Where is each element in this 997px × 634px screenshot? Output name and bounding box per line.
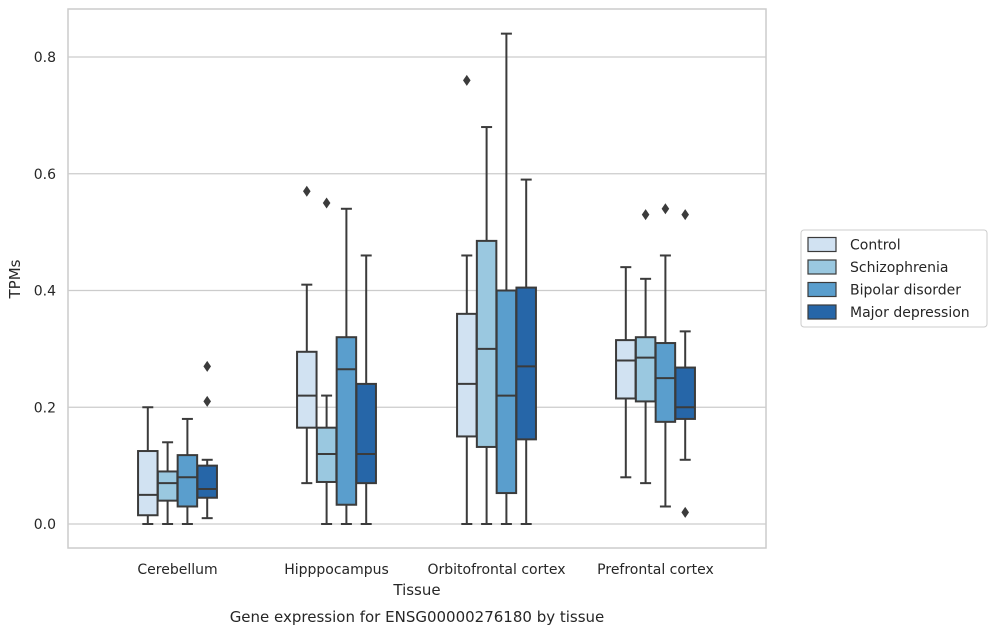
box-iqr	[156, 470, 179, 502]
box-iqr	[495, 289, 518, 495]
legend-label: Bipolar disorder	[850, 283, 961, 299]
chart-caption: Gene expression for ENSG00000276180 by t…	[230, 608, 605, 626]
boxes-layer	[137, 32, 696, 525]
x-tick-label: Cerebellum	[137, 562, 217, 578]
box-iqr	[475, 239, 498, 448]
box-control	[296, 185, 318, 485]
outlier-point	[681, 506, 689, 518]
x-tick-label: Prefrontal cortex	[597, 562, 714, 578]
plot-frame	[67, 8, 767, 549]
box-iqr	[456, 312, 478, 438]
legend: Control Schizophrenia Bipolar disorder Majo…	[800, 229, 988, 328]
y-tick-label: 0.2	[34, 400, 56, 416]
legend-swatch	[807, 281, 837, 298]
box-bipolar-disorder	[335, 207, 358, 525]
box-iqr	[176, 454, 199, 508]
legend-label: Schizophrenia	[850, 260, 948, 276]
box-major-depression	[355, 254, 377, 525]
x-axis-label: Tissue	[392, 581, 440, 599]
y-axis-label: TPMs	[6, 259, 24, 299]
x-axis-ticks: Cerebellum Hipppocampus Orbitofrontal cort…	[137, 562, 713, 578]
box-bipolar-disorder	[654, 203, 677, 508]
box-control	[456, 74, 478, 525]
box-iqr	[674, 366, 696, 420]
box-bipolar-disorder	[495, 32, 518, 525]
box-iqr	[137, 450, 159, 517]
plot-area-background	[68, 9, 766, 548]
box-iqr	[634, 336, 657, 403]
box-schizophrenia	[315, 197, 338, 525]
box-control	[615, 266, 637, 479]
box-iqr	[196, 464, 218, 499]
y-tick-label: 0.4	[34, 284, 56, 300]
box-iqr	[296, 350, 318, 429]
box-schizophrenia	[475, 126, 498, 525]
outlier-point	[661, 203, 670, 215]
legend-label: Control	[850, 238, 901, 254]
legend-swatch	[807, 259, 837, 275]
box-iqr	[615, 339, 637, 400]
y-tick-label: 0.6	[34, 167, 56, 183]
x-tick-label: Hipppocampus	[284, 562, 389, 578]
x-tick-label: Orbitofrontal cortex	[428, 562, 566, 578]
y-axis-ticks: 0.0 0.2 0.4 0.6 0.8	[34, 50, 56, 533]
legend-swatch	[807, 304, 837, 320]
box-iqr	[335, 336, 358, 506]
box-iqr	[355, 382, 377, 485]
box-iqr	[654, 342, 677, 423]
y-tick-label: 0.0	[34, 517, 56, 533]
outlier-point	[463, 74, 471, 86]
box-major-depression	[196, 360, 218, 520]
legend-swatch	[807, 236, 837, 253]
box-major-depression	[515, 178, 537, 525]
outlier-point	[641, 209, 650, 221]
outlier-point	[203, 395, 211, 407]
legend-label: Major depression	[850, 305, 970, 321]
outlier-point	[322, 197, 331, 209]
box-major-depression	[674, 209, 696, 518]
gridlines	[68, 56, 766, 525]
legend-frame	[800, 229, 988, 328]
box-iqr	[515, 286, 537, 441]
outlier-point	[303, 185, 311, 197]
outlier-point	[681, 209, 689, 221]
outlier-point	[203, 360, 211, 372]
y-tick-label: 0.8	[34, 50, 56, 66]
